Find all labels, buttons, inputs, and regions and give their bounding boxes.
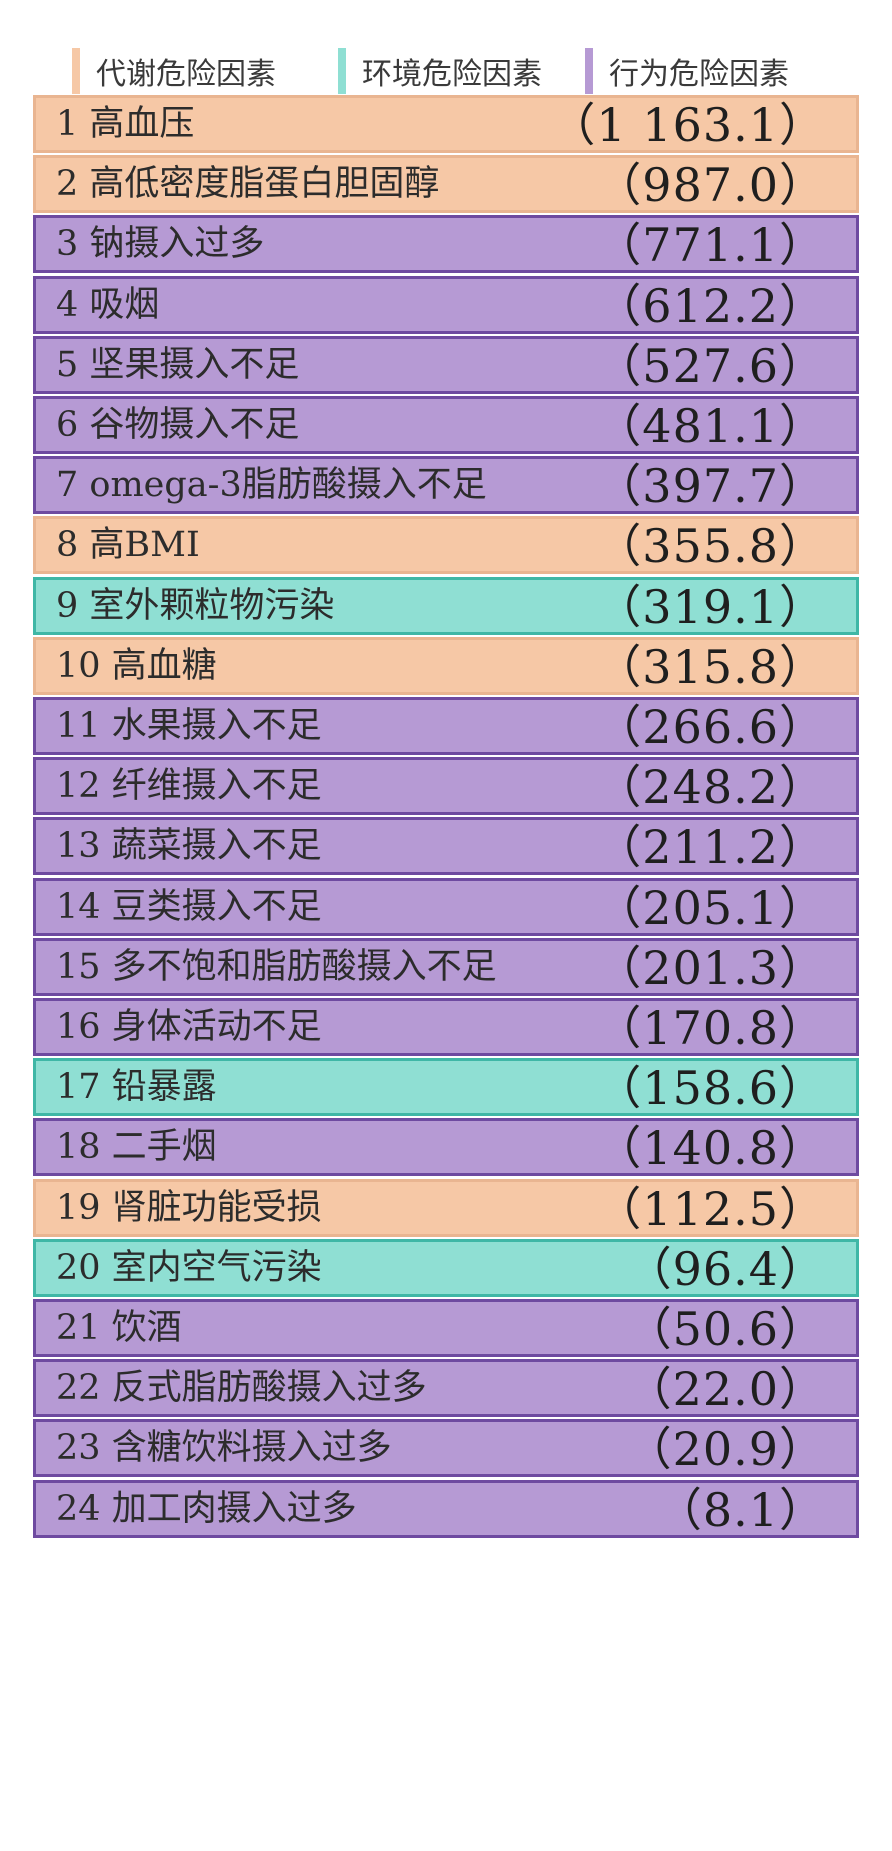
row-value: （527.6） [595, 339, 826, 393]
table-row: 16 身体活动不足 （170.8） [33, 998, 859, 1056]
table-row: 15 多不饱和脂肪酸摄入不足 （201.3） [33, 938, 859, 996]
table-row: 13 蔬菜摄入不足 （211.2） [33, 817, 859, 875]
row-label: 1 高血压 [56, 104, 195, 144]
row-label: 3 钠摄入过多 [56, 224, 265, 264]
row-value: （319.1） [595, 580, 826, 634]
table-row: 4 吸烟 （612.2） [33, 276, 859, 334]
legend-label-behavioral: 行为危险因素 [609, 57, 789, 92]
row-value: （112.5） [595, 1182, 826, 1236]
row-label: 23 含糖饮料摄入过多 [56, 1428, 392, 1468]
row-value: （201.3） [595, 941, 826, 995]
row-label: 20 室内空气污染 [56, 1248, 322, 1288]
table-row: 3 钠摄入过多 （771.1） [33, 215, 859, 273]
row-value: （248.2） [595, 760, 826, 814]
table-row: 23 含糖饮料摄入过多 （20.9） [33, 1419, 859, 1477]
legend-swatch-environmental [338, 48, 346, 94]
row-label: 9 室外颗粒物污染 [56, 586, 335, 626]
row-value: （8.1） [655, 1483, 826, 1537]
row-label: 11 水果摄入不足 [56, 706, 322, 746]
row-value: （211.2） [595, 820, 826, 874]
row-value: （355.8） [595, 519, 826, 573]
row-value: （205.1） [595, 881, 826, 935]
row-label: 12 纤维摄入不足 [56, 766, 322, 806]
row-label: 6 谷物摄入不足 [56, 405, 300, 445]
row-value: （170.8） [595, 1001, 826, 1055]
row-label: 14 豆类摄入不足 [56, 887, 322, 927]
row-label: 4 吸烟 [56, 285, 160, 325]
row-value: （22.0） [625, 1362, 826, 1416]
table-row: 21 饮酒 （50.6） [33, 1299, 859, 1357]
row-label: 19 肾脏功能受损 [56, 1188, 322, 1228]
table-row: 17 铅暴露 （158.6） [33, 1058, 859, 1116]
row-value: （481.1） [595, 399, 826, 453]
table-row: 22 反式脂肪酸摄入过多 （22.0） [33, 1359, 859, 1417]
row-value: （96.4） [625, 1242, 826, 1296]
row-value: （987.0） [595, 158, 826, 212]
table-row: 19 肾脏功能受损 （112.5） [33, 1179, 859, 1237]
row-label: 22 反式脂肪酸摄入过多 [56, 1368, 427, 1408]
table-row: 11 水果摄入不足 （266.6） [33, 697, 859, 755]
table-row: 1 高血压 （1 163.1） [33, 95, 859, 153]
row-label: 2 高低密度脂蛋白胆固醇 [56, 164, 440, 204]
row-label: 17 铅暴露 [56, 1067, 217, 1107]
legend-item-metabolic: 代谢危险因素 [72, 48, 276, 94]
row-value: （140.8） [595, 1121, 826, 1175]
row-label: 16 身体活动不足 [56, 1007, 322, 1047]
row-label: 18 二手烟 [56, 1127, 217, 1167]
row-value: （20.9） [625, 1422, 826, 1476]
row-label: 7 omega-3脂肪酸摄入不足 [56, 465, 487, 505]
row-value: （50.6） [625, 1302, 826, 1356]
row-value: （315.8） [595, 640, 826, 694]
row-value: （397.7） [595, 459, 826, 513]
row-value: （1 163.1） [549, 98, 826, 152]
row-value: （612.2） [595, 279, 826, 333]
table-row: 5 坚果摄入不足 （527.6） [33, 336, 859, 394]
legend-item-behavioral: 行为危险因素 [585, 48, 789, 94]
row-label: 24 加工肉摄入过多 [56, 1489, 357, 1529]
table-row: 24 加工肉摄入过多 （8.1） [33, 1480, 859, 1538]
table-row: 18 二手烟 （140.8） [33, 1118, 859, 1176]
table-row: 12 纤维摄入不足 （248.2） [33, 757, 859, 815]
row-value: （266.6） [595, 700, 826, 754]
row-label: 5 坚果摄入不足 [56, 345, 300, 385]
legend-swatch-metabolic [72, 48, 80, 94]
row-label: 21 饮酒 [56, 1308, 182, 1348]
table-row: 9 室外颗粒物污染 （319.1） [33, 577, 859, 635]
legend-item-environmental: 环境危险因素 [338, 48, 542, 94]
row-value: （158.6） [595, 1061, 826, 1115]
row-label: 10 高血糖 [56, 646, 217, 686]
table-row: 10 高血糖 （315.8） [33, 637, 859, 695]
row-label: 15 多不饱和脂肪酸摄入不足 [56, 947, 497, 987]
row-label: 8 高BMI [56, 525, 200, 565]
table-row: 8 高BMI （355.8） [33, 516, 859, 574]
legend-label-metabolic: 代谢危险因素 [96, 57, 276, 92]
legend: 代谢危险因素 环境危险因素 行为危险因素 [0, 0, 892, 130]
table-row: 14 豆类摄入不足 （205.1） [33, 878, 859, 936]
table-row: 2 高低密度脂蛋白胆固醇 （987.0） [33, 155, 859, 213]
row-label: 13 蔬菜摄入不足 [56, 826, 322, 866]
table-row: 6 谷物摄入不足 （481.1） [33, 396, 859, 454]
legend-swatch-behavioral [585, 48, 593, 94]
row-value: （771.1） [595, 218, 826, 272]
legend-label-environmental: 环境危险因素 [362, 57, 542, 92]
table-row: 7 omega-3脂肪酸摄入不足 （397.7） [33, 456, 859, 514]
table-row: 20 室内空气污染 （96.4） [33, 1239, 859, 1297]
